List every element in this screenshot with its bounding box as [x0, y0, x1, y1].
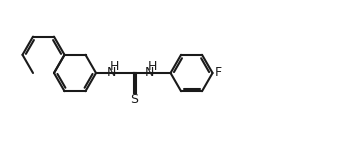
Text: N: N [145, 66, 154, 79]
Text: S: S [130, 93, 138, 106]
Text: H: H [148, 59, 157, 72]
Text: N: N [107, 66, 116, 79]
Text: F: F [215, 66, 222, 79]
Text: H: H [110, 59, 120, 72]
